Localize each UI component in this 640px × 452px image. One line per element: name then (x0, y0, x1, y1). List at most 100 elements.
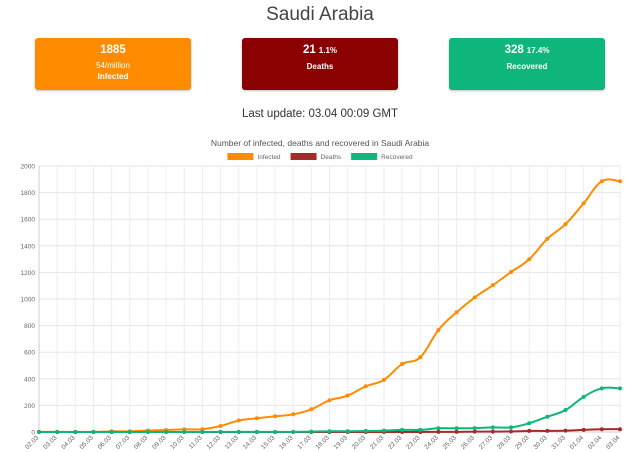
infected-label: Infected (97, 72, 129, 81)
x-tick-label: 22.03 (387, 434, 404, 451)
x-tick-label: 14.03 (242, 434, 259, 451)
recovered-count: 328 (504, 44, 524, 56)
data-point-recovered (545, 414, 550, 419)
x-tick-label: 19.03 (333, 434, 350, 451)
legend-swatch-deaths (290, 153, 317, 160)
infected-count: 1885 (100, 44, 126, 56)
data-point-recovered (381, 428, 386, 433)
data-point-infected (345, 393, 350, 398)
data-point-recovered (581, 394, 586, 399)
x-tick-label: 01.04 (569, 434, 586, 451)
y-tick-label: 1400 (21, 243, 36, 250)
data-point-recovered (509, 425, 514, 430)
data-point-recovered (73, 430, 78, 434)
data-point-recovered (363, 428, 368, 433)
x-tick-label: 03.04 (605, 434, 622, 451)
data-point-infected (509, 270, 514, 275)
data-point-deaths (490, 429, 495, 434)
data-point-infected (599, 179, 604, 184)
data-point-deaths (599, 427, 604, 432)
data-point-recovered (236, 429, 241, 434)
x-tick-label: 08.03 (133, 434, 150, 451)
data-point-infected (363, 384, 368, 389)
x-tick-label: 27.03 (478, 434, 495, 451)
data-point-infected (436, 327, 441, 332)
data-point-infected (327, 398, 332, 403)
y-tick-label: 1800 (21, 190, 36, 197)
x-tick-label: 18.03 (314, 434, 331, 451)
data-point-recovered (309, 429, 314, 434)
chart-title: Number of infected, deaths and recovered… (211, 138, 430, 148)
y-tick-label: 800 (24, 323, 35, 330)
data-point-recovered (218, 429, 223, 434)
data-point-deaths (618, 427, 622, 432)
data-point-infected (472, 295, 477, 300)
x-tick-label: 17.03 (296, 434, 313, 451)
x-tick-label: 23.03 (405, 434, 422, 451)
x-tick-label: 12.03 (206, 434, 223, 451)
x-tick-label: 26.03 (460, 434, 477, 451)
data-point-infected (454, 310, 459, 315)
data-point-deaths (563, 428, 568, 433)
y-tick-label: 400 (24, 376, 35, 383)
data-point-deaths (472, 429, 477, 434)
data-point-recovered (273, 429, 278, 434)
data-point-recovered (599, 386, 604, 391)
data-point-recovered (345, 429, 350, 434)
data-point-recovered (563, 408, 568, 413)
data-point-deaths (527, 428, 532, 433)
deaths-count: 21 (302, 44, 316, 56)
data-point-infected (381, 377, 386, 382)
data-point-infected (218, 424, 223, 429)
data-point-recovered (618, 386, 622, 391)
x-tick-label: 20.03 (351, 434, 368, 451)
data-point-recovered (55, 430, 60, 434)
data-point-infected (490, 283, 495, 288)
data-point-infected (527, 257, 532, 262)
data-point-recovered (182, 430, 187, 434)
data-point-infected (291, 412, 296, 417)
data-point-recovered (37, 430, 41, 434)
x-tick-label: 16.03 (278, 434, 295, 451)
data-point-recovered (527, 421, 532, 426)
data-point-recovered (418, 427, 423, 432)
data-point-recovered (291, 429, 296, 434)
y-tick-label: 0 (31, 430, 35, 437)
x-tick-label: 13.03 (224, 434, 241, 451)
data-point-deaths (454, 429, 459, 434)
y-tick-label: 1600 (21, 217, 36, 224)
data-point-recovered (109, 430, 114, 434)
data-point-recovered (164, 430, 169, 434)
y-tick-label: 600 (24, 350, 35, 357)
data-point-recovered (200, 430, 205, 434)
x-tick-label: 09.03 (151, 434, 168, 451)
data-point-infected (618, 179, 622, 184)
data-point-infected (581, 201, 586, 206)
data-point-recovered (91, 430, 96, 434)
x-tick-label: 02.04 (587, 434, 604, 451)
legend-swatch-recovered (351, 153, 378, 160)
x-tick-label: 30.03 (532, 434, 549, 451)
legend-label-infected: Infected (257, 154, 281, 161)
data-point-recovered (127, 430, 132, 434)
legend-label-recovered: Recovered (381, 154, 413, 161)
deaths-percent: 1.1% (318, 46, 338, 55)
data-point-infected (254, 416, 259, 421)
deaths-label: Deaths (306, 62, 334, 71)
x-tick-label: 02.03 (24, 434, 41, 451)
x-tick-label: 05.03 (78, 434, 95, 451)
x-tick-label: 28.03 (496, 434, 513, 451)
x-tick-label: 07.03 (115, 434, 132, 451)
y-tick-label: 2000 (21, 164, 36, 171)
data-point-infected (273, 414, 278, 419)
data-point-infected (563, 222, 568, 227)
data-point-recovered (490, 425, 495, 430)
legend-swatch-infected (227, 153, 254, 160)
x-tick-label: 15.03 (260, 434, 277, 451)
data-point-deaths (545, 428, 550, 433)
x-tick-label: 25.03 (442, 434, 459, 451)
infected-per-million: 54/million (96, 61, 130, 70)
x-tick-label: 31.03 (550, 434, 567, 451)
infected-card: 1885 54/million Infected (35, 38, 191, 90)
data-point-recovered (254, 429, 259, 434)
